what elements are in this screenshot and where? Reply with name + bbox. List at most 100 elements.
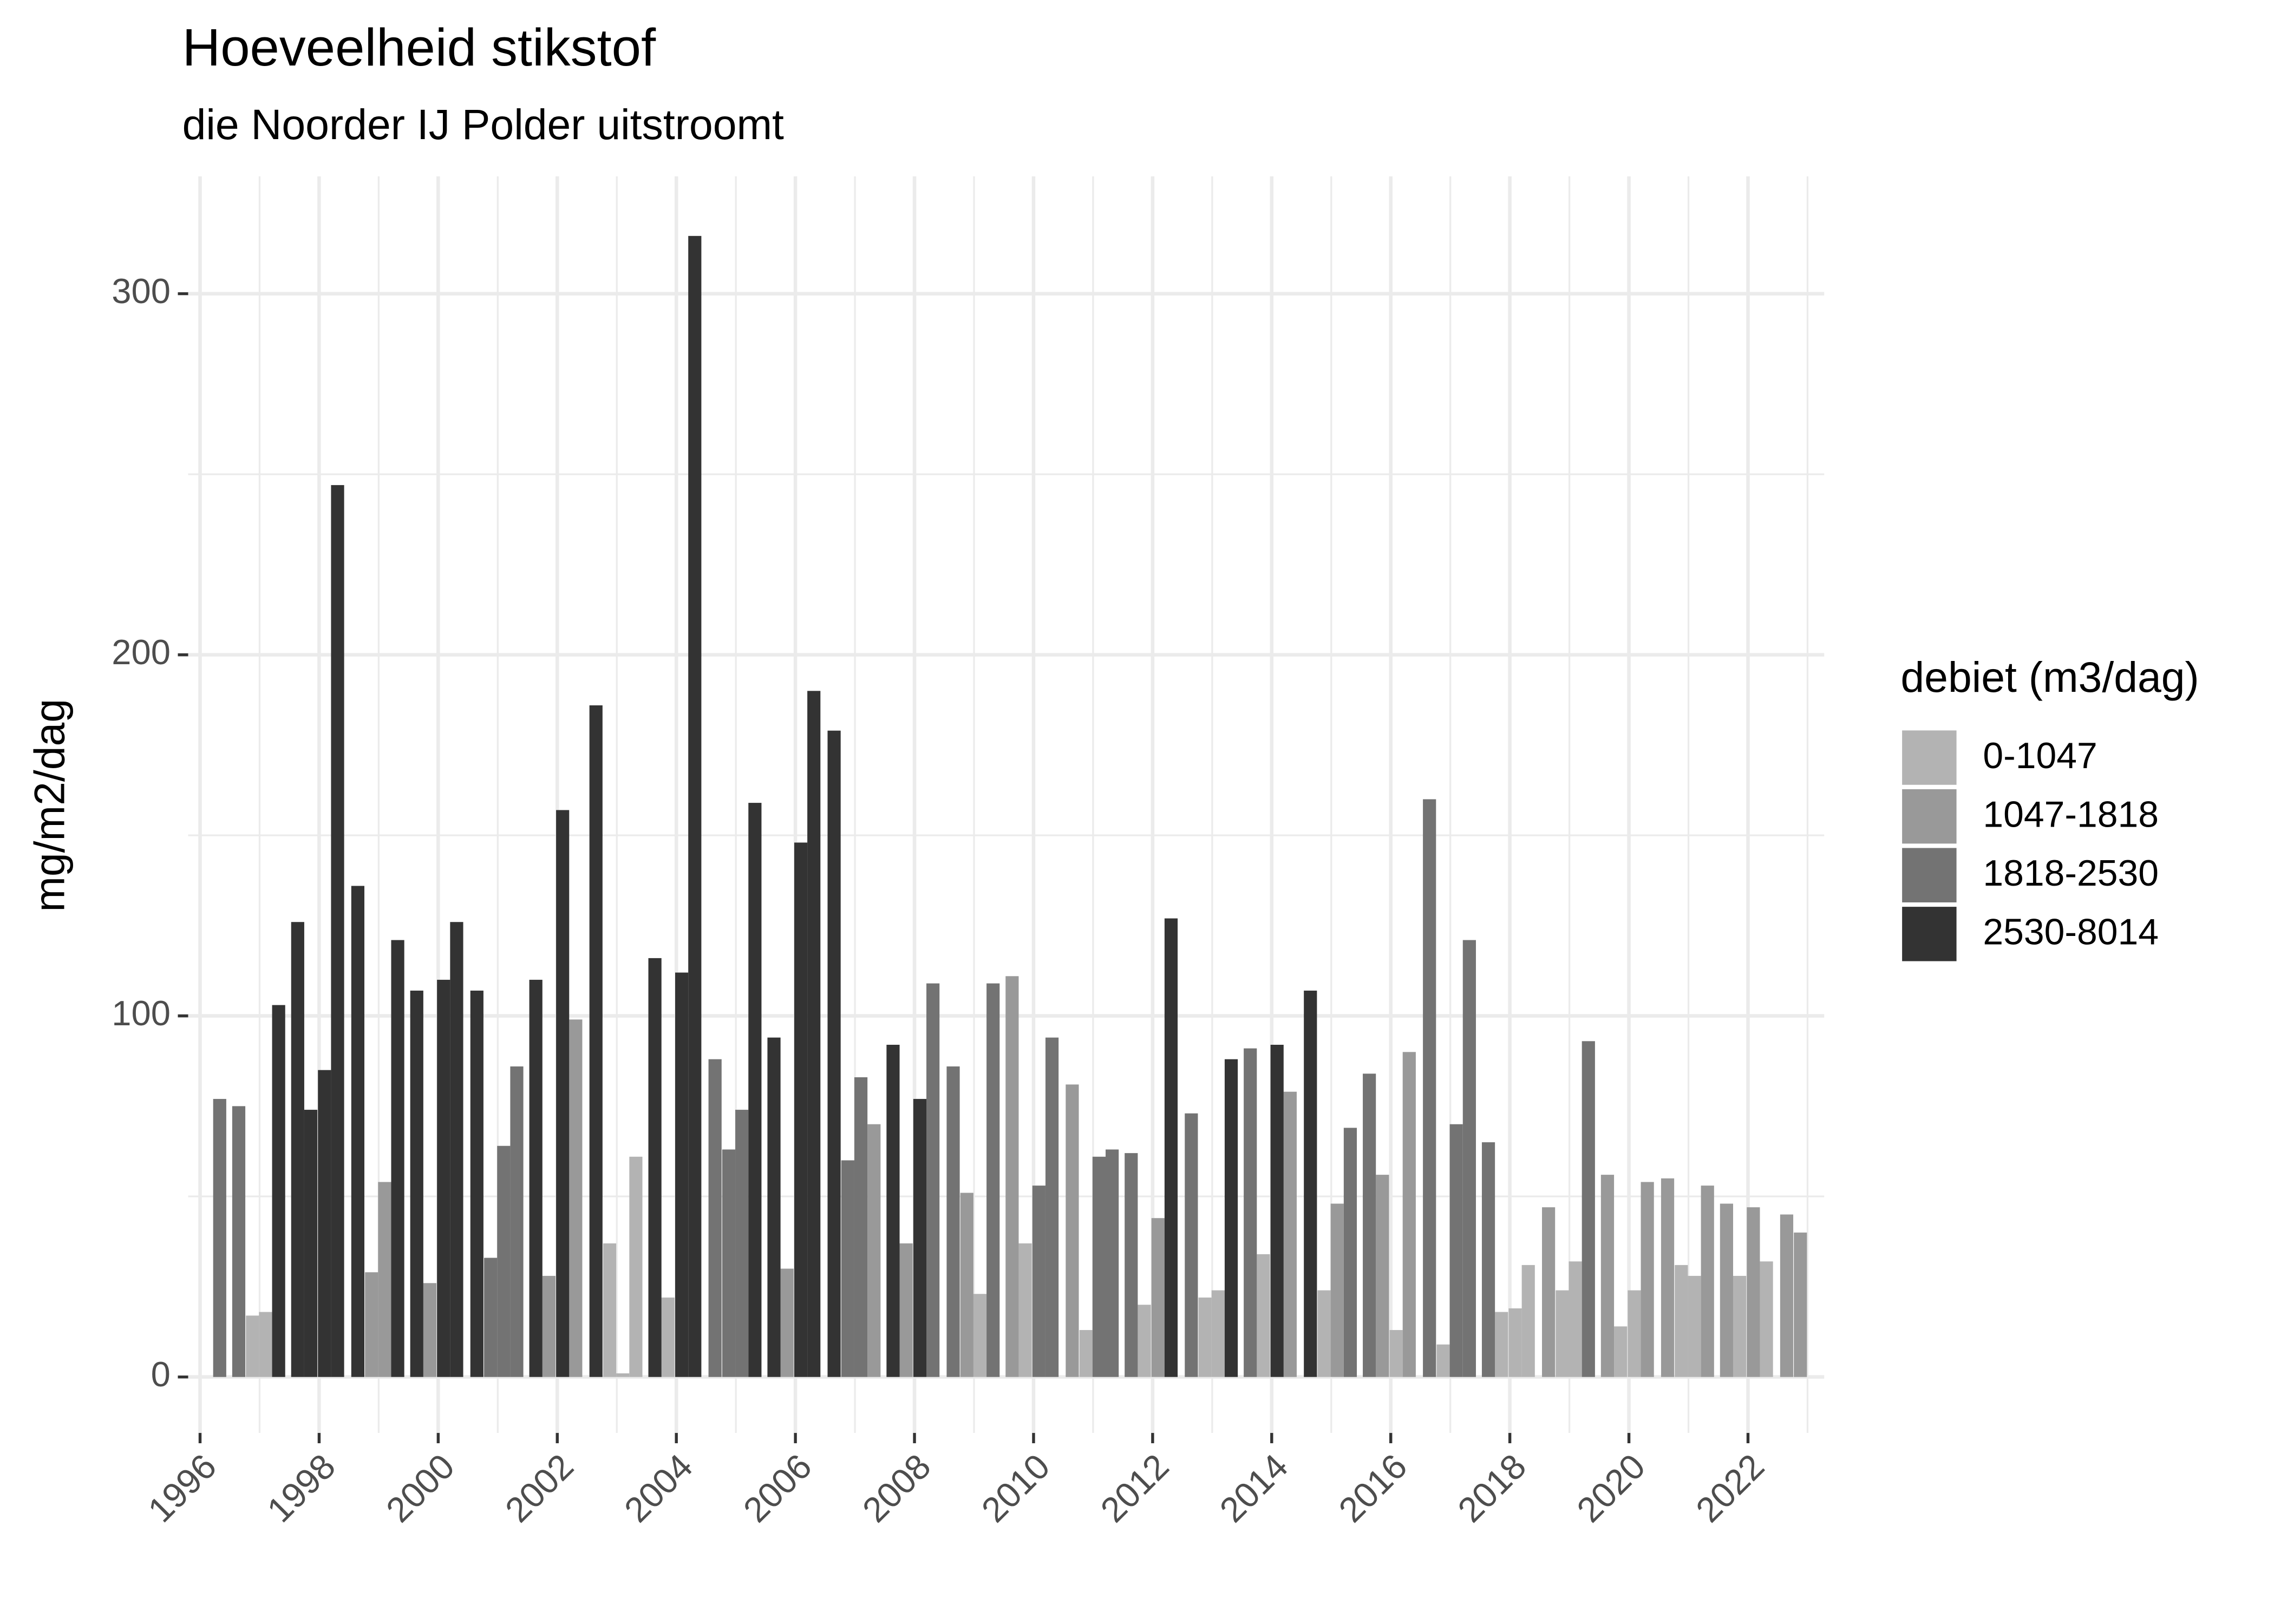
bar — [450, 922, 463, 1377]
bar — [1138, 1305, 1151, 1377]
bar — [661, 1297, 675, 1377]
bar — [973, 1294, 987, 1377]
bar — [767, 1037, 781, 1377]
bar — [986, 983, 1000, 1377]
bar — [1257, 1254, 1270, 1377]
bar — [1198, 1297, 1212, 1377]
bar — [1317, 1290, 1331, 1377]
legend-swatch — [1902, 730, 1957, 785]
bar — [510, 1066, 524, 1377]
bar — [1343, 1128, 1357, 1377]
bar — [331, 485, 344, 1377]
bar — [794, 842, 808, 1377]
bar — [1436, 1344, 1450, 1377]
bar — [1641, 1182, 1654, 1377]
bar — [841, 1160, 854, 1377]
bar — [1614, 1326, 1628, 1377]
bar — [867, 1124, 881, 1377]
bar — [1521, 1265, 1535, 1377]
y-tick-label: 0 — [151, 1354, 171, 1394]
legend-label: 2530-8014 — [1983, 912, 2159, 953]
bar — [1211, 1290, 1225, 1377]
bar — [213, 1099, 226, 1377]
bar — [1304, 990, 1317, 1377]
legend-title: debiet (m3/dag) — [1900, 653, 2199, 701]
bar — [603, 1243, 617, 1377]
bar — [246, 1315, 259, 1377]
bar — [304, 1110, 318, 1377]
bar — [232, 1106, 246, 1377]
bar — [1688, 1275, 1701, 1377]
chart-title: Hoeveelheid stikstof — [182, 18, 656, 77]
bar — [1747, 1207, 1760, 1377]
bar — [648, 958, 662, 1377]
legend-swatch — [1902, 848, 1957, 902]
bar — [629, 1156, 643, 1377]
bar — [437, 979, 450, 1377]
bar — [616, 1373, 630, 1377]
bar — [1164, 918, 1178, 1377]
bar — [1423, 799, 1436, 1377]
bar — [946, 1066, 960, 1377]
bar — [1569, 1261, 1582, 1377]
bar — [470, 990, 483, 1377]
bar — [1675, 1265, 1688, 1377]
bar — [1780, 1214, 1794, 1377]
bar — [1760, 1261, 1773, 1377]
bar — [365, 1272, 378, 1377]
bar — [1330, 1203, 1344, 1377]
bar — [1079, 1330, 1093, 1377]
bar — [259, 1312, 272, 1377]
bar — [1720, 1203, 1733, 1377]
bar — [780, 1268, 794, 1377]
y-axis-label: mg/m2/dag — [26, 699, 74, 912]
bar — [391, 940, 404, 1377]
bar — [1185, 1113, 1198, 1377]
bar — [497, 1145, 511, 1377]
bar — [899, 1243, 913, 1377]
bar — [351, 886, 364, 1377]
bar — [926, 983, 940, 1377]
bar — [1508, 1308, 1522, 1377]
bar — [1462, 940, 1476, 1377]
legend-swatch — [1902, 907, 1957, 961]
y-tick-label: 300 — [112, 271, 171, 311]
bar — [1045, 1037, 1059, 1377]
bar — [960, 1193, 973, 1377]
bar — [529, 979, 543, 1377]
bar — [1092, 1156, 1106, 1377]
bar — [410, 990, 423, 1377]
bar — [1151, 1218, 1165, 1377]
bar — [1376, 1175, 1389, 1377]
bar — [1661, 1178, 1675, 1377]
bar — [1556, 1290, 1569, 1377]
y-tick-label: 100 — [112, 993, 171, 1033]
bar — [556, 810, 570, 1377]
bar — [1244, 1048, 1257, 1377]
bar — [484, 1258, 498, 1377]
bar — [291, 922, 304, 1377]
bar — [1283, 1091, 1297, 1377]
bar — [1481, 1142, 1495, 1377]
legend-label: 1047-1818 — [1983, 794, 2159, 835]
bar — [1600, 1175, 1615, 1377]
bar — [748, 803, 762, 1377]
bar — [318, 1070, 331, 1377]
bar — [675, 972, 689, 1377]
bar — [272, 1005, 285, 1377]
bar — [1733, 1275, 1747, 1377]
bar — [1005, 976, 1019, 1377]
bar — [423, 1283, 437, 1377]
bar — [1389, 1330, 1403, 1377]
bar — [1495, 1312, 1508, 1377]
bar — [1125, 1153, 1138, 1377]
bar — [1794, 1232, 1807, 1377]
bar — [1066, 1084, 1079, 1377]
bar — [1270, 1045, 1284, 1377]
bar — [1402, 1052, 1416, 1377]
bar — [1542, 1207, 1556, 1377]
bar — [1701, 1186, 1714, 1377]
bar — [688, 235, 702, 1377]
legend-swatch — [1902, 789, 1957, 844]
